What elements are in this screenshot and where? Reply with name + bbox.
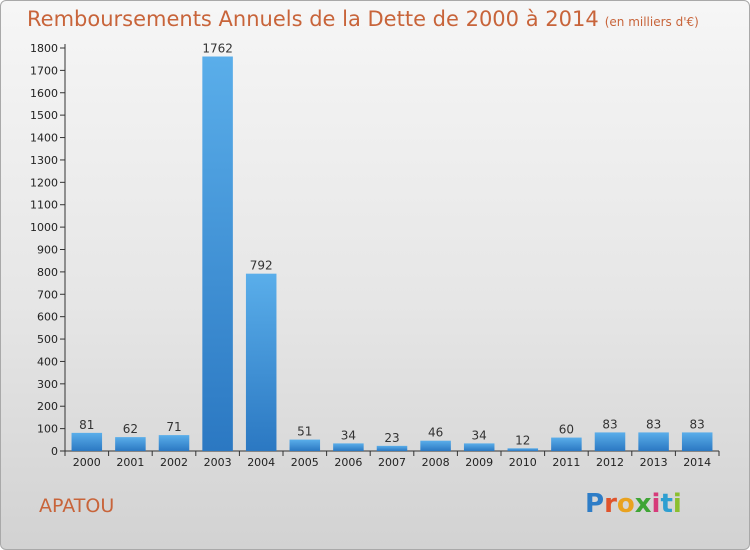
chart-axes: 0 100 200 300 400 500 600 700 800 900 1000 1100 1200… [30, 42, 720, 469]
bar [158, 435, 190, 451]
bar [71, 432, 103, 451]
y-tick-label: 100 [37, 423, 58, 436]
bar-value-label: 792 [250, 259, 273, 273]
bar [202, 56, 233, 451]
x-tick-label: 2001 [116, 456, 144, 469]
x-tick-label: 2013 [640, 456, 668, 469]
y-tick-label: 1100 [30, 199, 58, 212]
y-tick-label: 900 [37, 244, 58, 257]
bar [115, 437, 146, 451]
x-tick-label: 2003 [204, 456, 232, 469]
x-tick-label: 2004 [247, 456, 275, 469]
y-tick-label: 400 [37, 355, 58, 368]
bar-value-label: 34 [341, 428, 356, 442]
x-tick-label: 2011 [552, 456, 580, 469]
y-tick-label: 1500 [30, 109, 58, 122]
bar-value-label: 83 [690, 417, 705, 431]
proxiti-logo: Proxiti [585, 489, 682, 519]
bar [594, 432, 626, 451]
y-tick-label: 0 [51, 445, 58, 458]
bar-value-label: 46 [428, 426, 443, 440]
chart-title: Remboursements Annuels de la Dette de 20… [27, 7, 699, 31]
x-tick-label: 2009 [465, 456, 493, 469]
logo-letter: i [651, 489, 661, 519]
bar-value-label: 51 [297, 425, 312, 439]
x-tick-label: 2007 [378, 456, 406, 469]
y-tick-label: 1400 [30, 132, 58, 145]
y-tick-label: 300 [37, 378, 58, 391]
y-tick-label: 500 [37, 333, 58, 346]
logo-letter: t [660, 489, 673, 519]
bar [333, 443, 364, 451]
x-tick-label: 2008 [422, 456, 450, 469]
logo-letter: i [672, 489, 682, 519]
bar-value-label: 12 [515, 433, 530, 447]
bar [289, 439, 321, 451]
x-tick-label: 2000 [73, 456, 101, 469]
logo-letter: r [604, 489, 617, 519]
y-tick-label: 600 [37, 311, 58, 324]
y-tick-label: 800 [37, 266, 58, 279]
y-tick-label: 1000 [30, 221, 58, 234]
logo-letter: o [616, 489, 635, 519]
bar [551, 437, 582, 451]
y-tick-label: 700 [37, 288, 58, 301]
y-tick-label: 200 [37, 400, 58, 413]
x-tick-label: 2005 [291, 456, 319, 469]
logo-letter: P [585, 489, 605, 519]
y-tick-label: 1800 [30, 42, 58, 55]
x-tick-label: 2010 [509, 456, 537, 469]
commune-name: APATOU [39, 495, 115, 517]
y-tick-label: 1700 [30, 64, 58, 77]
chart-bars: 81 62 71 1762 792 51 34 23 46 34 12 60 83 83 83 [71, 42, 713, 451]
bar-value-label: 71 [166, 420, 181, 434]
x-tick-label: 2012 [596, 456, 624, 469]
x-tick-label: 2014 [683, 456, 711, 469]
bar-value-label: 34 [472, 428, 487, 442]
bar-value-label: 83 [646, 417, 661, 431]
bar [638, 432, 669, 451]
chart-title-text: Remboursements Annuels de la Dette de 20… [27, 7, 599, 31]
y-tick-label: 1300 [30, 154, 58, 167]
bar [681, 432, 713, 451]
bar [420, 440, 451, 451]
y-tick-label: 1200 [30, 176, 58, 189]
bar-value-label: 1762 [202, 42, 233, 56]
logo-letter: x [634, 489, 652, 519]
bar [463, 443, 495, 451]
y-tick-label: 1600 [30, 87, 58, 100]
bar [245, 273, 277, 451]
x-tick-label: 2002 [160, 456, 188, 469]
bar-value-label: 23 [384, 431, 399, 445]
x-tick-label: 2006 [334, 456, 362, 469]
bar [376, 445, 408, 451]
bar [507, 448, 539, 451]
bar-value-label: 62 [123, 422, 138, 436]
bar-value-label: 81 [79, 418, 94, 432]
chart-unit: (en milliers d'€) [604, 15, 699, 29]
bar-value-label: 60 [559, 423, 574, 437]
bar-value-label: 83 [602, 417, 617, 431]
